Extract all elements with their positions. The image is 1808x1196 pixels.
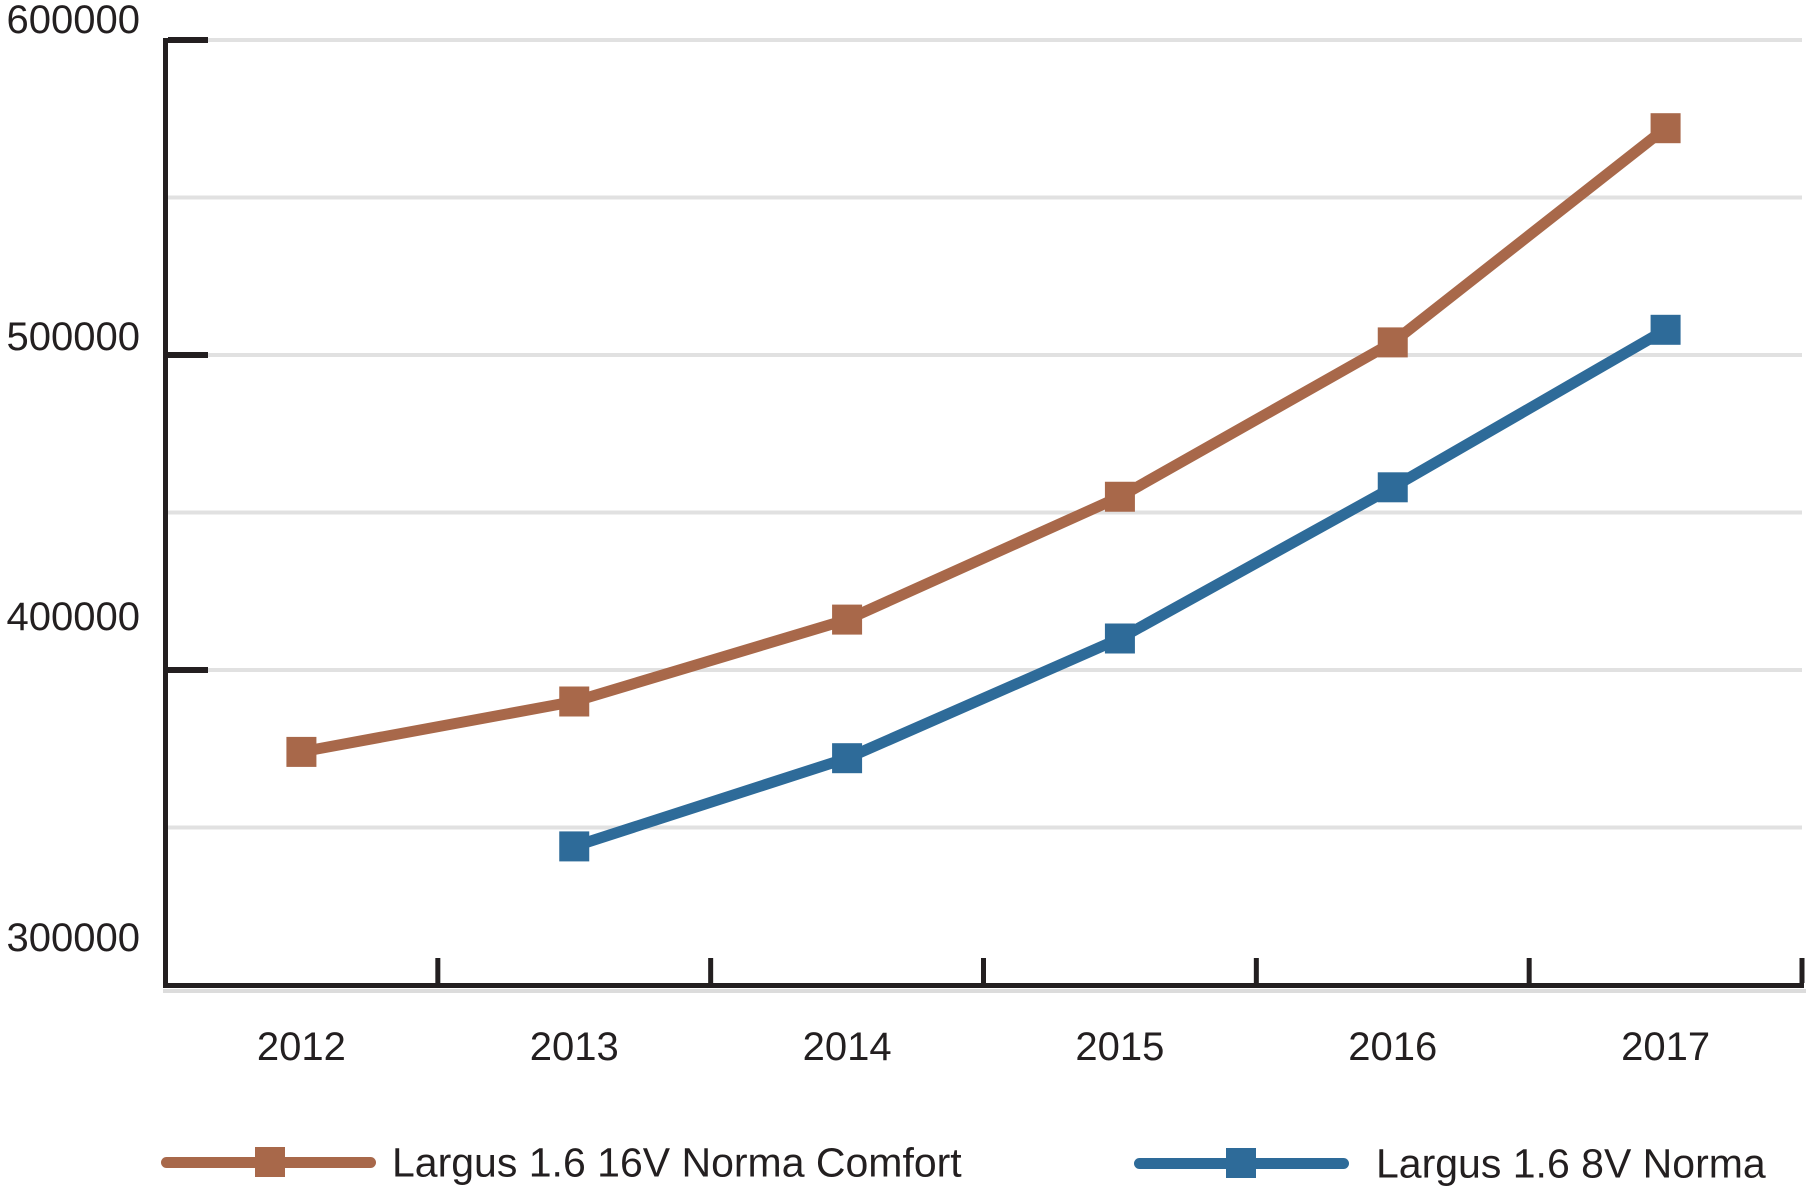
y-axis-label: 300000: [7, 916, 140, 960]
series-line-1: [568, 324, 1672, 852]
x-axis-line: [163, 983, 1804, 988]
x-tick-mark: [435, 958, 441, 983]
gridline: [165, 38, 1802, 42]
x-axis-label: 2012: [257, 1025, 346, 1069]
x-tick-mark: [1799, 958, 1805, 983]
data-point-marker-series-0: [1104, 481, 1135, 512]
y-tick-mark: [168, 37, 208, 43]
x-tick-mark: [981, 958, 986, 983]
gridline: [165, 510, 1802, 515]
x-axis-label: 2014: [803, 1025, 892, 1069]
data-point-marker-series-1: [832, 743, 863, 774]
legend-marker-swatch-8v: [1226, 1148, 1256, 1178]
x-axis-label: 2015: [1075, 1025, 1164, 1069]
x-axis-label: 2016: [1348, 1025, 1437, 1069]
legend-label-8v: Largus 1.6 8V Norma: [1376, 1140, 1766, 1187]
gridline: [165, 668, 1802, 672]
x-axis-label: 2013: [530, 1025, 619, 1069]
y-axis-label: 500000: [7, 315, 140, 359]
x-tick-mark: [1526, 958, 1532, 983]
y-axis-label: 600000: [7, 0, 140, 42]
gridline: [165, 353, 1802, 357]
data-point-marker-series-0: [286, 736, 317, 767]
data-point-marker-series-1: [1377, 472, 1408, 503]
gridline: [165, 825, 1802, 830]
series-line-0: [295, 122, 1672, 758]
x-tick-mark: [708, 958, 714, 983]
data-point-marker-series-0: [559, 686, 590, 717]
y-tick-mark: [168, 667, 208, 673]
data-point-marker-series-1: [559, 831, 590, 862]
y-axis-label: 400000: [7, 595, 140, 639]
legend-label-16v: Largus 1.6 16V Norma Comfort: [392, 1139, 962, 1186]
x-axis-shadow-line: [163, 989, 1806, 993]
legend-marker-swatch-16v: [255, 1147, 285, 1177]
gridline: [165, 195, 1802, 200]
data-point-marker-series-0: [1377, 327, 1408, 358]
x-tick-mark: [1253, 958, 1259, 983]
data-point-marker-series-0: [832, 604, 863, 635]
data-point-marker-series-0: [1650, 113, 1681, 144]
x-axis-label: 2017: [1621, 1025, 1710, 1069]
y-axis-line: [163, 38, 168, 988]
data-point-marker-series-1: [1104, 623, 1135, 654]
data-point-marker-series-1: [1650, 314, 1681, 345]
y-tick-mark: [168, 352, 208, 358]
